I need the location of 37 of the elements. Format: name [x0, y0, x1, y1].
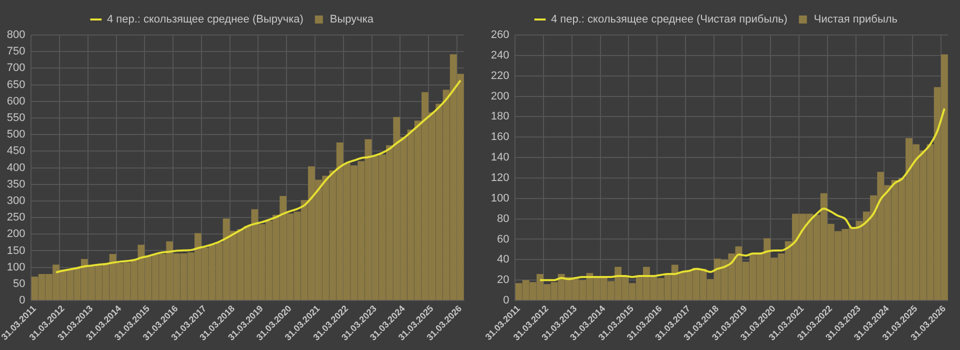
- legend-label: Выручка: [330, 14, 374, 26]
- y-tick-label: 200: [490, 90, 510, 102]
- y-tick-label: 700: [6, 62, 26, 74]
- y-tick-label: 120: [490, 172, 510, 184]
- y-tick-label: 0: [19, 294, 26, 307]
- y-tick-label: 260: [490, 29, 510, 42]
- y-tick-label: 80: [496, 212, 510, 225]
- y-tick-label: 250: [6, 212, 26, 224]
- y-tick-label: 550: [6, 112, 26, 124]
- legend-label: 4 пер.: скользящее среднее (Выручка): [106, 14, 304, 26]
- y-tick-label: 220: [490, 70, 510, 82]
- y-tick-label: 180: [490, 110, 510, 123]
- y-tick-label: 600: [6, 95, 26, 108]
- line-series: [539, 108, 946, 282]
- y-tick-label: 20: [496, 274, 510, 286]
- y-tick-label: 800: [6, 29, 26, 42]
- y-tick-label: 100: [490, 192, 510, 204]
- line-series: [55, 79, 462, 274]
- y-tick-label: 60: [496, 233, 510, 246]
- y-tick-label: 100: [6, 261, 26, 274]
- y-tick-label: 750: [6, 46, 26, 58]
- y-tick-label: 40: [496, 254, 510, 266]
- y-tick-label: 50: [12, 278, 26, 290]
- legend-label: Чистая прибыль: [814, 14, 898, 26]
- y-tick-label: 450: [6, 145, 26, 158]
- y-tick-label: 500: [6, 128, 26, 141]
- y-tick-label: 350: [6, 178, 26, 190]
- y-tick-label: 160: [490, 131, 510, 144]
- legend-label: 4 пер.: скользящее среднее (Чистая прибыль): [550, 14, 788, 26]
- y-tick-label: 140: [490, 152, 510, 164]
- y-tick-label: 300: [6, 194, 26, 207]
- y-tick-label: 240: [490, 49, 510, 62]
- y-tick-label: 0: [503, 294, 510, 307]
- y-tick-label: 200: [6, 228, 26, 240]
- y-tick-label: 150: [6, 244, 26, 257]
- y-tick-label: 650: [6, 78, 26, 91]
- y-tick-label: 400: [6, 162, 26, 174]
